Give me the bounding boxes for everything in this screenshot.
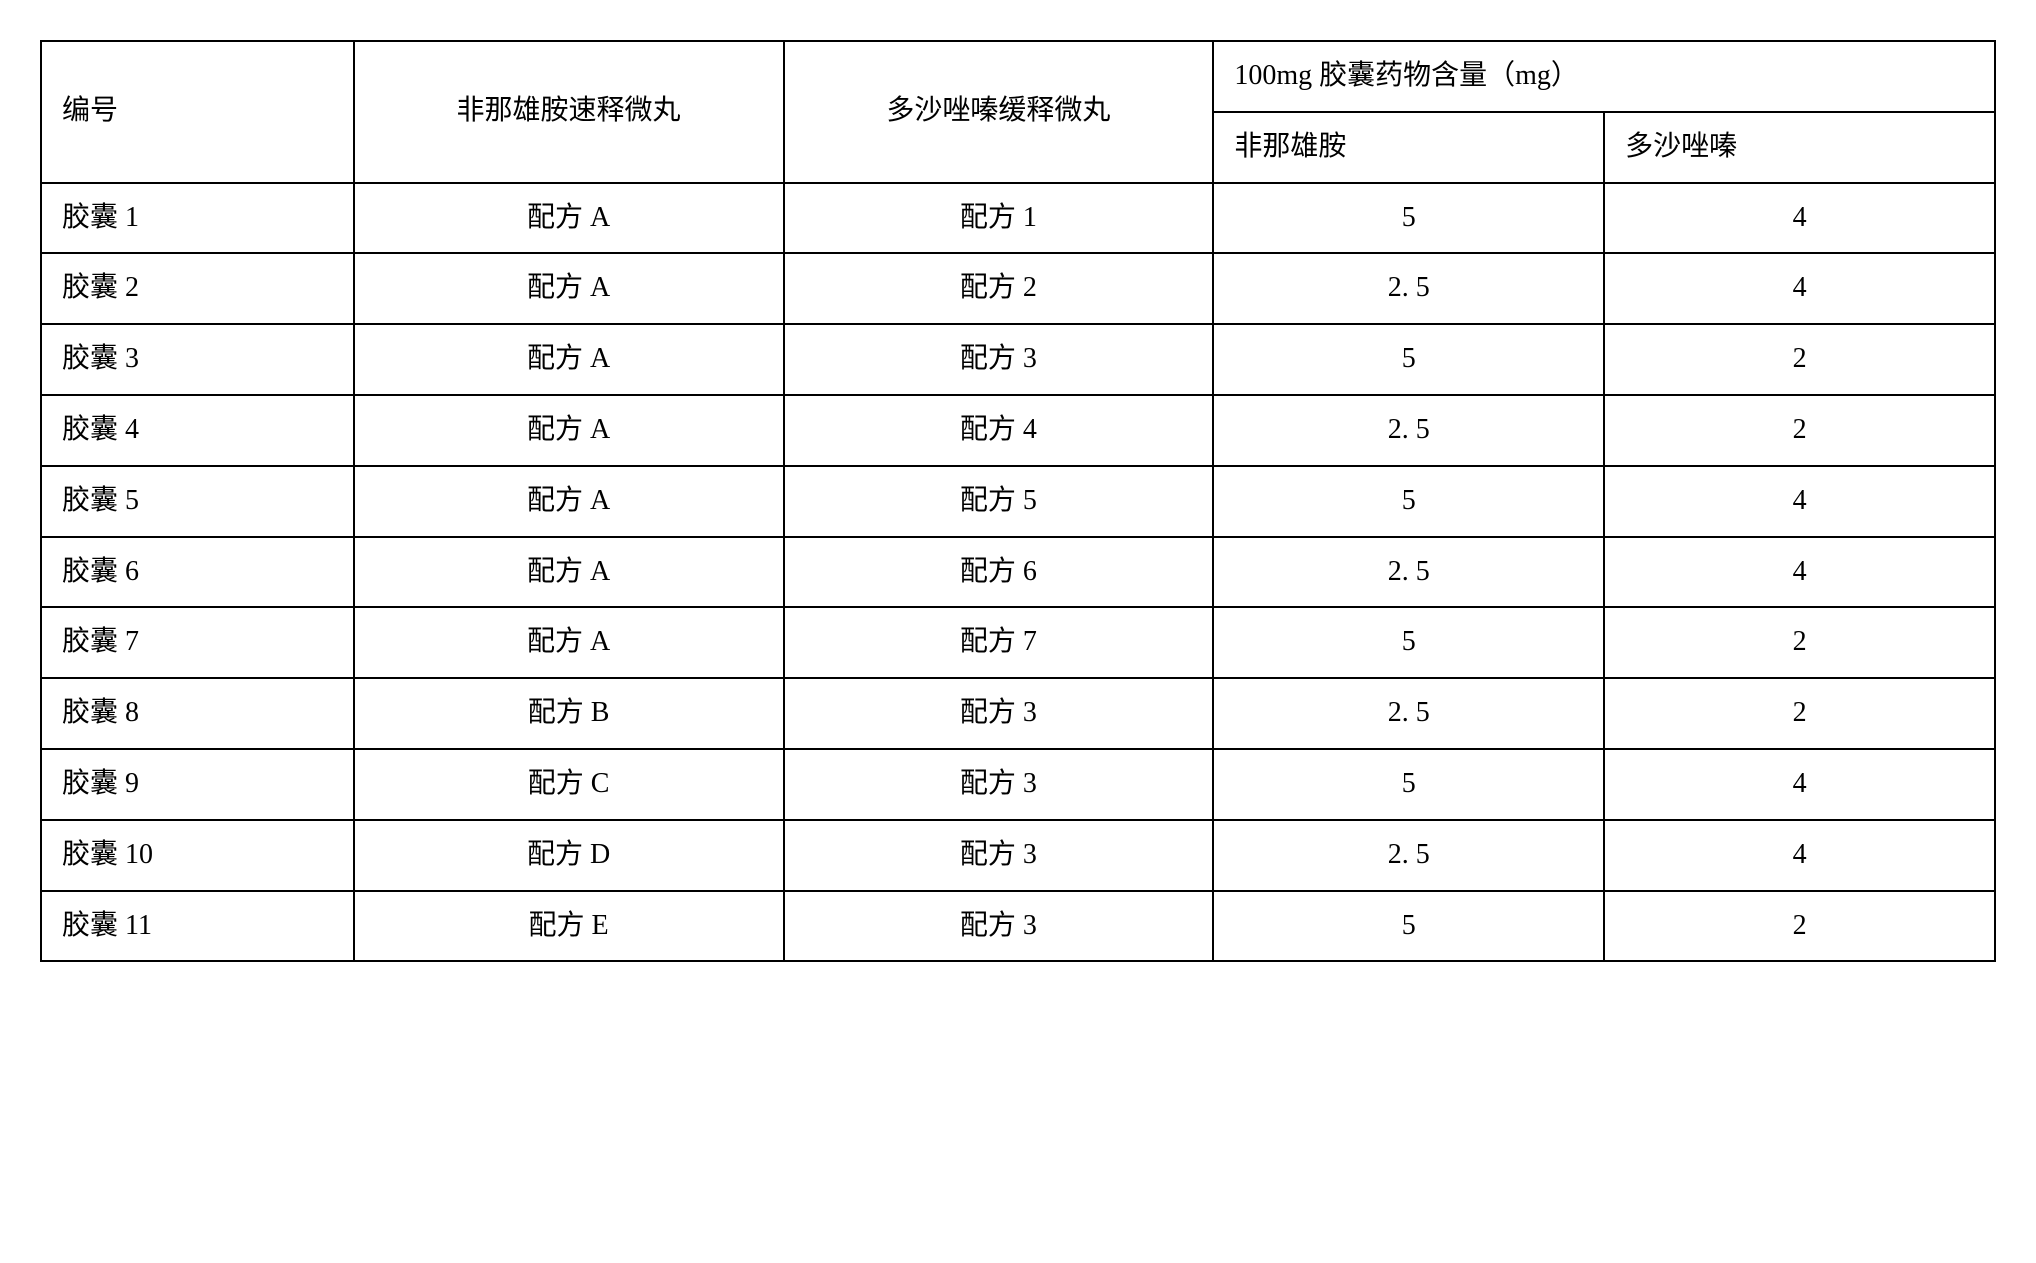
header-drug-content-group: 100mg 胶囊药物含量（mg） [1213,41,1995,112]
table-row: 胶囊 9配方 C配方 354 [41,749,1995,820]
cell-formulation-b: 配方 7 [784,607,1214,678]
cell-dose-finasteride: 5 [1213,183,1604,254]
header-doxazosin-dose: 多沙唑嗪 [1604,112,1995,183]
cell-capsule-id: 胶囊 5 [41,466,354,537]
header-id: 编号 [41,41,354,183]
cell-capsule-id: 胶囊 11 [41,891,354,962]
cell-formulation-a: 配方 A [354,395,784,466]
cell-dose-doxazosin: 4 [1604,537,1995,608]
cell-capsule-id: 胶囊 9 [41,749,354,820]
cell-formulation-b: 配方 6 [784,537,1214,608]
table-row: 胶囊 7配方 A配方 752 [41,607,1995,678]
cell-formulation-b: 配方 3 [784,324,1214,395]
cell-formulation-b: 配方 3 [784,678,1214,749]
header-doxazosin-pellets: 多沙唑嗪缓释微丸 [784,41,1214,183]
cell-formulation-a: 配方 A [354,183,784,254]
cell-formulation-a: 配方 A [354,537,784,608]
header-row-1: 编号 非那雄胺速释微丸 多沙唑嗪缓释微丸 100mg 胶囊药物含量（mg） [41,41,1995,112]
cell-formulation-b: 配方 2 [784,253,1214,324]
table-row: 胶囊 5配方 A配方 554 [41,466,1995,537]
cell-capsule-id: 胶囊 2 [41,253,354,324]
cell-capsule-id: 胶囊 4 [41,395,354,466]
cell-dose-finasteride: 2. 5 [1213,253,1604,324]
cell-dose-finasteride: 2. 5 [1213,678,1604,749]
table-row: 胶囊 6配方 A配方 62. 54 [41,537,1995,608]
cell-capsule-id: 胶囊 10 [41,820,354,891]
cell-dose-doxazosin: 4 [1604,820,1995,891]
table-row: 胶囊 8配方 B配方 32. 52 [41,678,1995,749]
cell-dose-doxazosin: 4 [1604,183,1995,254]
table-row: 胶囊 4配方 A配方 42. 52 [41,395,1995,466]
cell-dose-doxazosin: 2 [1604,891,1995,962]
cell-dose-doxazosin: 2 [1604,678,1995,749]
cell-formulation-b: 配方 5 [784,466,1214,537]
cell-dose-doxazosin: 2 [1604,324,1995,395]
table-row: 胶囊 2配方 A配方 22. 54 [41,253,1995,324]
table-row: 胶囊 11配方 E配方 352 [41,891,1995,962]
cell-formulation-b: 配方 3 [784,820,1214,891]
cell-dose-finasteride: 5 [1213,466,1604,537]
cell-formulation-a: 配方 C [354,749,784,820]
cell-dose-finasteride: 5 [1213,607,1604,678]
cell-formulation-b: 配方 4 [784,395,1214,466]
cell-dose-finasteride: 5 [1213,749,1604,820]
table-row: 胶囊 1配方 A配方 154 [41,183,1995,254]
cell-capsule-id: 胶囊 1 [41,183,354,254]
cell-formulation-b: 配方 3 [784,891,1214,962]
cell-dose-doxazosin: 2 [1604,607,1995,678]
cell-capsule-id: 胶囊 3 [41,324,354,395]
cell-dose-finasteride: 2. 5 [1213,395,1604,466]
cell-formulation-a: 配方 E [354,891,784,962]
cell-formulation-a: 配方 A [354,466,784,537]
cell-dose-finasteride: 5 [1213,891,1604,962]
cell-dose-doxazosin: 4 [1604,253,1995,324]
capsule-formulation-table: 编号 非那雄胺速释微丸 多沙唑嗪缓释微丸 100mg 胶囊药物含量（mg） 非那… [40,40,1996,962]
cell-formulation-b: 配方 1 [784,183,1214,254]
cell-formulation-a: 配方 B [354,678,784,749]
cell-dose-doxazosin: 2 [1604,395,1995,466]
cell-dose-doxazosin: 4 [1604,466,1995,537]
cell-dose-finasteride: 5 [1213,324,1604,395]
cell-dose-finasteride: 2. 5 [1213,537,1604,608]
table-row: 胶囊 10配方 D配方 32. 54 [41,820,1995,891]
cell-capsule-id: 胶囊 6 [41,537,354,608]
cell-formulation-a: 配方 A [354,324,784,395]
header-finasteride-dose: 非那雄胺 [1213,112,1604,183]
cell-dose-finasteride: 2. 5 [1213,820,1604,891]
cell-formulation-a: 配方 A [354,253,784,324]
cell-capsule-id: 胶囊 7 [41,607,354,678]
cell-capsule-id: 胶囊 8 [41,678,354,749]
cell-formulation-a: 配方 A [354,607,784,678]
header-finasteride-pellets: 非那雄胺速释微丸 [354,41,784,183]
cell-dose-doxazosin: 4 [1604,749,1995,820]
cell-formulation-b: 配方 3 [784,749,1214,820]
cell-formulation-a: 配方 D [354,820,784,891]
table-row: 胶囊 3配方 A配方 352 [41,324,1995,395]
